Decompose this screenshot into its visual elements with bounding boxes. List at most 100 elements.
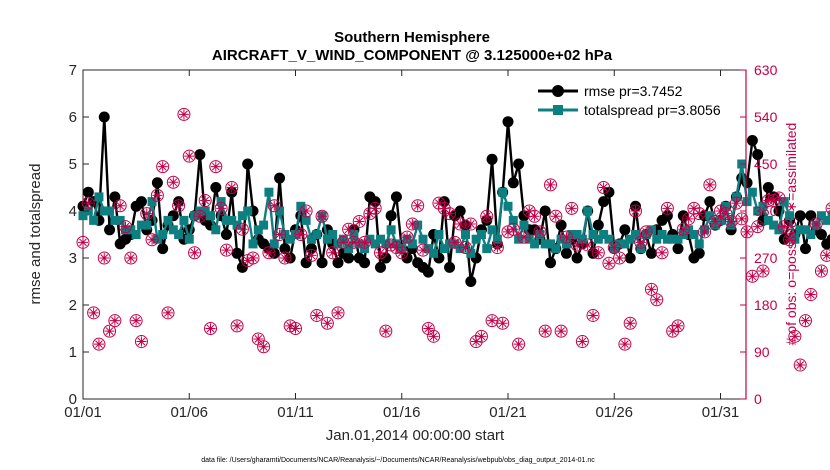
rmse-point — [210, 182, 222, 193]
assimilated-obs-point — [364, 208, 375, 219]
assimilated-obs-point — [688, 203, 699, 214]
assimilated-obs-point — [380, 326, 391, 337]
totalspread-point — [572, 230, 582, 239]
possible-obs-point — [544, 178, 557, 192]
possible-obs-point — [432, 196, 446, 210]
totalspread-point — [588, 230, 598, 239]
possible-obs-point — [597, 181, 611, 194]
rmse-point — [454, 205, 466, 217]
assimilated-obs-point — [88, 307, 99, 318]
totalspread-point — [105, 206, 115, 216]
totalspread-point — [147, 197, 157, 207]
possible-obs-point — [395, 246, 409, 260]
possible-obs-point — [538, 324, 552, 338]
rmse-point — [305, 243, 317, 255]
assimilated-obs-point — [157, 161, 168, 172]
totalspread-point — [466, 248, 476, 258]
assimilated-obs-point — [800, 315, 811, 326]
totalspread-point — [801, 225, 810, 235]
assimilated-obs-point — [572, 239, 583, 250]
possible-obs-point — [235, 222, 249, 236]
totalspread-point — [168, 225, 178, 235]
assimilated-obs-point — [375, 247, 386, 258]
assimilated-obs-point — [821, 250, 830, 261]
possible-obs-point — [81, 196, 95, 210]
possible-obs-point — [246, 251, 260, 265]
assimilated-obs-point — [603, 258, 614, 269]
totalspread-point — [429, 248, 439, 258]
legend: rmse pr=3.7452 totalspread pr=3.8056 — [532, 76, 740, 118]
possible-obs-point — [182, 149, 196, 163]
assimilated-obs-point — [263, 247, 274, 258]
possible-obs-point — [204, 322, 217, 335]
possible-obs-point — [735, 212, 749, 226]
totalspread-point — [769, 220, 779, 230]
assimilated-obs-point — [593, 247, 604, 258]
rmse-point — [82, 186, 94, 198]
x-tick-label: 01/16 — [383, 404, 421, 421]
rmse-point — [104, 224, 116, 236]
rmse-point — [332, 257, 344, 269]
assimilated-obs-point — [460, 242, 471, 253]
assimilated-obs-point — [359, 237, 370, 248]
possible-obs-point — [602, 256, 616, 270]
y-axis-right-label: # of obs: o=possible; ∗=assimilated — [783, 123, 799, 346]
assimilated-obs-point — [619, 339, 630, 350]
y-tick-label: 0 — [69, 391, 77, 408]
assimilated-obs-point — [795, 360, 806, 371]
possible-obs-point — [161, 306, 175, 320]
totalspread-point — [546, 239, 555, 249]
assimilated-obs-point — [147, 234, 158, 245]
assimilated-obs-point — [295, 229, 306, 240]
assimilated-obs-point — [503, 226, 513, 237]
totalspread-point — [142, 220, 152, 230]
rmse-point — [444, 261, 456, 273]
x-axis-label: Jan.01,2014 00:00:00 start — [326, 427, 505, 444]
possible-obs-point — [820, 248, 830, 262]
rmse-point — [826, 234, 830, 245]
y-right-tick-label: 270 — [754, 250, 778, 266]
assimilated-obs-point — [237, 224, 248, 235]
totalspread-point — [790, 234, 800, 244]
chart-title: Southern Hemisphere — [334, 29, 490, 46]
totalspread-point — [530, 239, 540, 249]
assimilated-obs-point — [386, 239, 397, 250]
totalspread-point — [322, 234, 332, 244]
legend-label-totalspread: totalspread pr=3.8056 — [584, 102, 721, 118]
possible-obs-point — [629, 204, 642, 218]
possible-obs-point — [448, 235, 462, 249]
assimilated-obs-point — [784, 234, 795, 245]
chart-subtitle: AIRCRAFT_V_WIND_COMPONENT @ 3.125000e+02… — [212, 47, 613, 64]
totalspread-point — [471, 234, 481, 244]
assimilated-obs-point — [412, 200, 423, 211]
possible-obs-point — [565, 201, 579, 215]
legend-label-rmse: rmse pr=3.7452 — [584, 83, 683, 99]
rmse-point — [316, 257, 328, 269]
possible-obs-point — [687, 201, 701, 215]
possible-obs-point — [150, 188, 164, 202]
assimilated-obs-point — [720, 208, 731, 219]
totalspread-point — [678, 230, 688, 239]
possible-obs-point — [512, 337, 526, 351]
legend-marker-totalspread — [553, 105, 563, 115]
assimilated-obs-point — [311, 310, 322, 321]
assimilated-obs-point — [131, 315, 142, 326]
x-tick-label: 01/11 — [277, 404, 313, 421]
possible-obs-point — [480, 209, 494, 223]
totalspread-point — [243, 206, 253, 216]
x-tick-label: 01/26 — [595, 404, 633, 421]
y-right-tick-label: 180 — [754, 297, 778, 313]
totalspread-point — [439, 244, 449, 254]
possible-obs-point — [326, 246, 340, 260]
assimilated-obs-point — [221, 245, 232, 256]
assimilated-obs-point — [561, 232, 572, 243]
rmse-point — [359, 257, 371, 269]
possible-obs-point — [320, 316, 334, 330]
possible-obs-point — [374, 246, 387, 260]
possible-obs-point — [278, 251, 292, 265]
assimilated-obs-point — [598, 182, 609, 193]
totalspread-point — [716, 215, 725, 225]
assimilated-obs-point — [163, 307, 173, 318]
assimilated-obs-point — [816, 266, 827, 277]
totalspread-point — [662, 234, 672, 244]
